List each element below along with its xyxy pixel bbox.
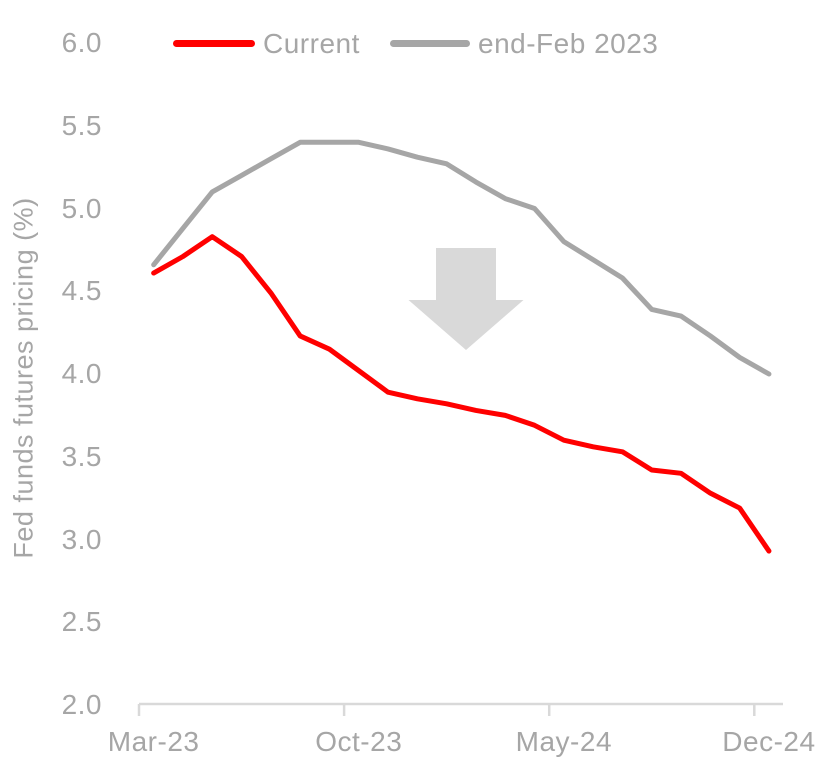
down-arrow-annotation <box>408 248 524 350</box>
x-tick-label: Oct-23 <box>315 726 403 757</box>
legend-label-end-feb-2023: end-Feb 2023 <box>478 28 659 59</box>
legend-label-current: Current <box>263 28 360 59</box>
x-tick-label: May-24 <box>515 726 613 757</box>
x-tick-label: Dec-24 <box>722 726 816 757</box>
y-tick-label: 6.0 <box>61 27 102 58</box>
y-tick-label: 3.5 <box>61 440 102 472</box>
y-tick-label: 5.0 <box>61 192 102 224</box>
series-line-end-feb-2023 <box>151 139 772 377</box>
y-tick-label: 4.5 <box>61 275 102 307</box>
legend-swatch-end-feb-2023 <box>390 40 470 47</box>
y-tick-label: 5.5 <box>61 109 102 141</box>
y-tick-label: 4.0 <box>61 358 102 389</box>
legend-swatch-current <box>173 40 255 47</box>
y-tick-label: 2.5 <box>61 606 102 638</box>
y-tick-label: 2.0 <box>61 689 102 720</box>
y-tick-label: 3.0 <box>61 523 102 555</box>
series-line-current <box>151 234 772 554</box>
x-tick-label: Mar-23 <box>107 726 200 757</box>
